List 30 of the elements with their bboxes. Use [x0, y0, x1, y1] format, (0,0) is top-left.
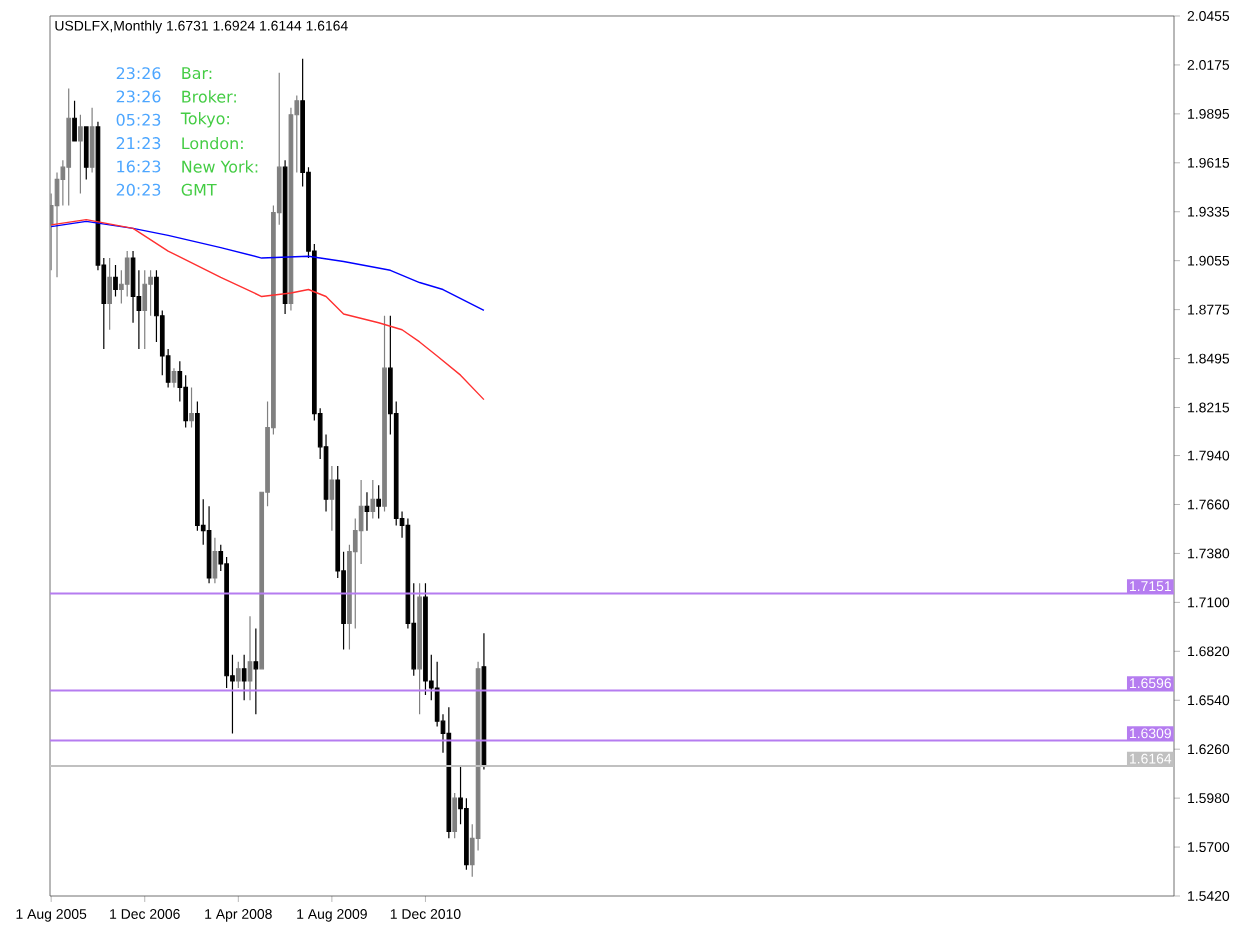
candlestick [329, 465, 335, 532]
candlestick [452, 792, 458, 839]
candlestick [253, 627, 259, 715]
candlestick [417, 582, 422, 715]
candlestick [83, 126, 89, 180]
candlestick [107, 257, 113, 331]
candlestick [212, 537, 218, 584]
candlestick [446, 706, 452, 839]
candlestick [481, 632, 487, 771]
candlestick [235, 661, 241, 689]
candlestick [206, 505, 212, 584]
candlestick [247, 615, 253, 701]
candlestick [171, 367, 177, 388]
candlestick [89, 107, 95, 174]
candlestick [241, 654, 247, 701]
candlestick [72, 100, 77, 142]
candlestick [376, 484, 382, 520]
line-series [50, 220, 485, 312]
candlestick [66, 87, 72, 207]
line-series [50, 218, 485, 401]
candlestick [382, 315, 387, 513]
candlestick [189, 386, 194, 429]
candlestick [364, 491, 370, 532]
candlestick [423, 582, 428, 696]
candlestick [113, 264, 118, 298]
candlestick [282, 159, 288, 315]
candlestick [124, 250, 130, 298]
candlestick [78, 114, 83, 194]
candlestick [142, 269, 148, 350]
candlestick [370, 479, 376, 520]
